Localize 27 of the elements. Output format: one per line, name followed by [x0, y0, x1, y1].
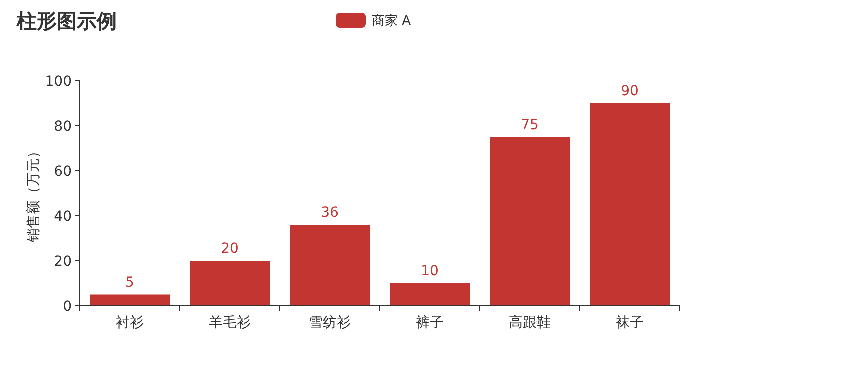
y-tick-label: 60: [54, 164, 72, 180]
x-tick-label: 衬衫: [116, 315, 144, 331]
y-tick-label: 40: [54, 209, 72, 225]
x-tick-label: 雪纺衫: [309, 315, 351, 331]
bar: [190, 261, 270, 306]
data-label: 5: [126, 274, 134, 291]
y-tick-label: 80: [54, 119, 72, 135]
legend-label: 商家 A: [372, 13, 412, 29]
bar: [290, 225, 370, 306]
x-tick-label: 羊毛衫: [209, 315, 251, 331]
data-label: 90: [621, 84, 639, 100]
y-tick-label: 100: [45, 74, 72, 90]
bar: [490, 137, 570, 306]
data-label: 20: [221, 241, 239, 257]
bar: [390, 284, 470, 306]
y-axis-title: 销售额（万元）: [26, 144, 42, 244]
x-tick-label: 裤子: [416, 315, 444, 331]
bar: [90, 294, 170, 306]
y-tick-label: 0: [63, 299, 72, 315]
bar: [590, 104, 670, 306]
data-label: 75: [521, 117, 539, 134]
chart-title: 柱形图示例: [16, 9, 117, 33]
x-tick-label: 袜子: [616, 315, 644, 331]
y-tick-label: 20: [54, 254, 72, 270]
data-label: 10: [421, 264, 439, 280]
data-label: 36: [321, 205, 339, 221]
x-tick-label: 高跟鞋: [509, 315, 551, 331]
